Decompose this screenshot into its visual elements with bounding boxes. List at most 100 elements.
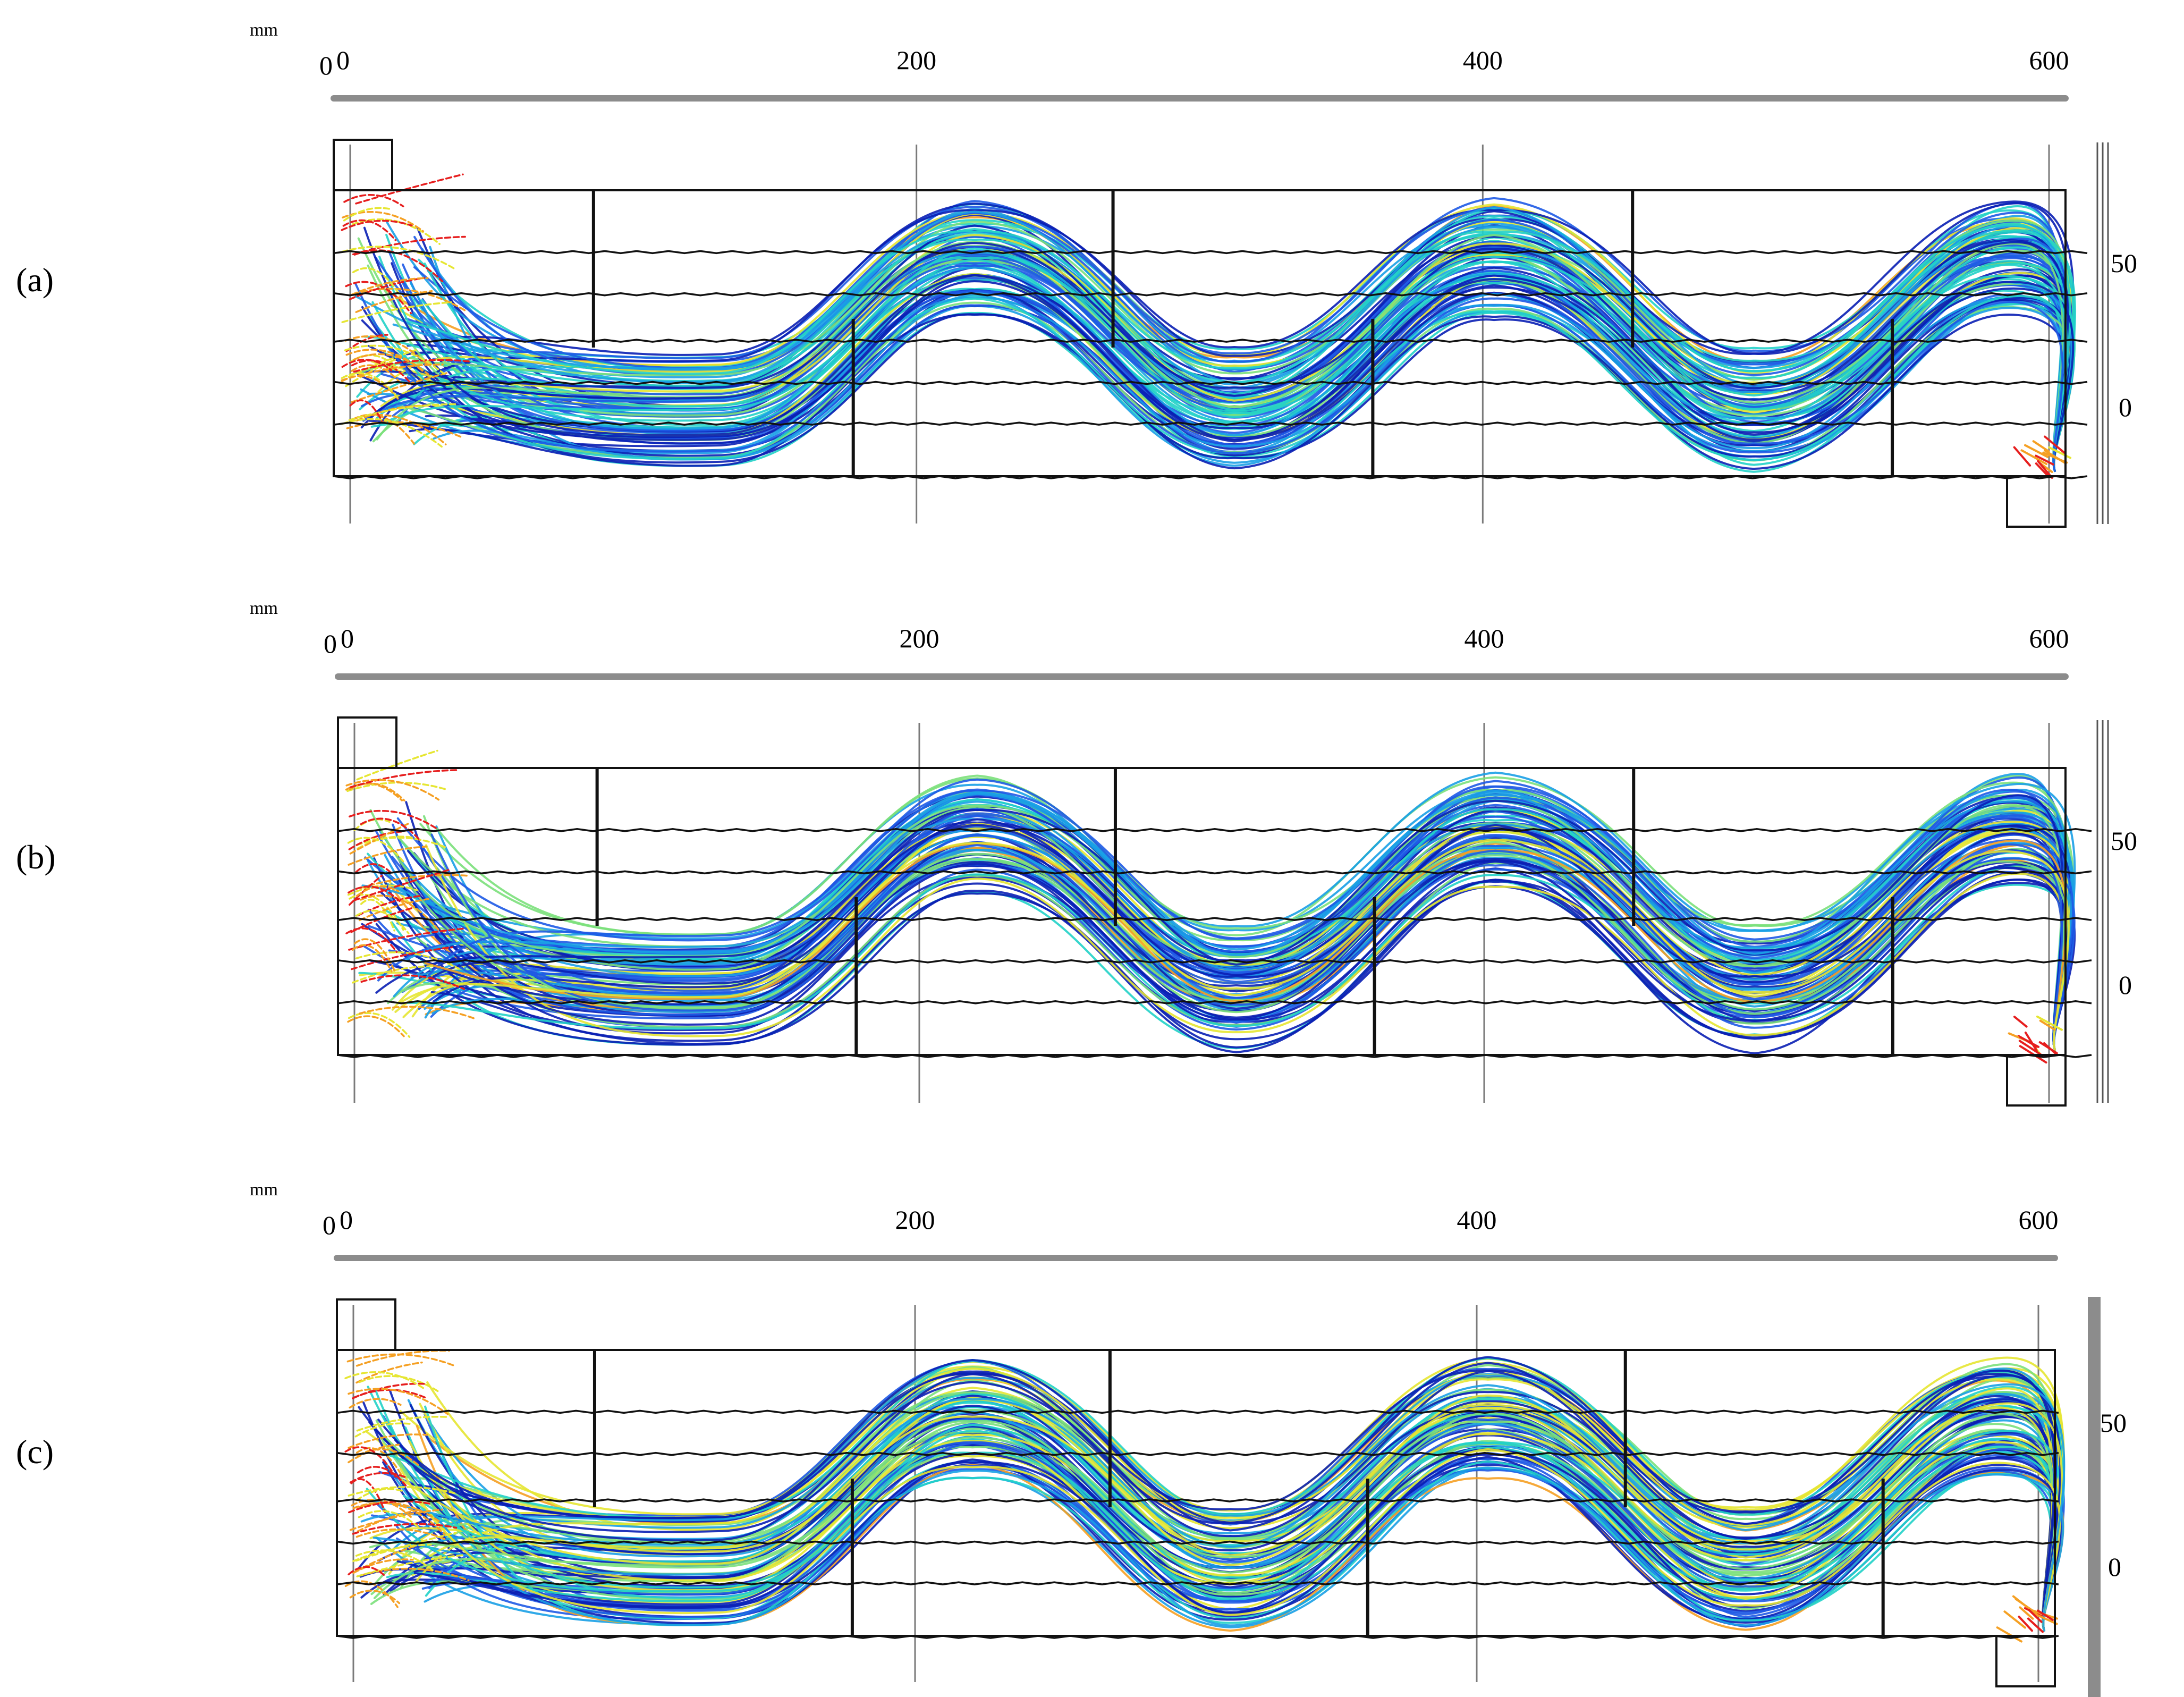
x-tick-label: 200 <box>895 1205 935 1235</box>
outlet-streamline <box>2037 460 2053 479</box>
inlet-streamline <box>341 358 393 372</box>
grid-guide-line <box>336 1540 2059 1545</box>
inlet-streamline <box>355 1349 451 1367</box>
inlet-streamline <box>350 946 453 970</box>
outlet-streamline <box>2028 1609 2043 1623</box>
streamline <box>415 1367 2061 1632</box>
inlet-streamline <box>348 1012 411 1038</box>
outlet-streamline <box>2032 440 2050 453</box>
inlet-streamline <box>342 211 425 232</box>
outlet-streamline <box>2031 1611 2058 1625</box>
inlet-streamline <box>353 938 396 974</box>
streamline <box>433 292 2069 472</box>
streamline <box>377 1356 2062 1632</box>
inlet-streamline <box>341 418 443 448</box>
inlet-streamline <box>354 1422 412 1438</box>
outlet-streamline <box>2024 444 2049 458</box>
outlet-streamline <box>2039 1019 2056 1031</box>
inlet-streamline <box>360 974 465 990</box>
streamline <box>371 295 2070 472</box>
x-tick-label: 0 <box>341 623 354 653</box>
streamlines <box>345 749 2076 1064</box>
inlet-streamline <box>347 837 404 863</box>
inlet-streamline <box>341 219 413 231</box>
inlet-streamline <box>355 1361 423 1384</box>
streamlines <box>341 173 2077 479</box>
grid-guide-line <box>337 917 2092 921</box>
streamline <box>409 224 2071 472</box>
inlet-streamline <box>351 372 448 403</box>
outlet-streamline <box>2036 1015 2063 1031</box>
streamline <box>409 266 2073 472</box>
streamline <box>405 783 2076 1051</box>
x-tick-label: 400 <box>1465 623 1504 653</box>
inlet-streamline <box>345 927 398 953</box>
outlet-port <box>2006 475 2067 528</box>
streamline <box>433 200 2075 472</box>
x-tick-label: 0 <box>336 45 350 75</box>
inlet-streamline <box>348 885 403 904</box>
y-axis-bar <box>2088 1297 2101 1697</box>
streamline <box>369 1412 2055 1632</box>
inlet-streamline <box>351 277 429 296</box>
inlet-streamline <box>357 835 416 850</box>
inlet-streamline <box>356 1554 464 1577</box>
streamline <box>355 230 2067 472</box>
inlet-streamline <box>355 1528 446 1540</box>
outlet-port <box>1995 1635 2056 1687</box>
streamline <box>366 1429 2062 1632</box>
inlet-streamline <box>355 1447 403 1478</box>
outlet-streamline <box>2048 446 2072 459</box>
streamline <box>430 833 2063 1051</box>
outlet-streamline <box>2042 451 2068 464</box>
grid-guide-line <box>336 1581 2059 1585</box>
inlet-streamline <box>343 194 404 208</box>
streamline <box>417 799 2075 1051</box>
inlet-streamline <box>352 965 435 984</box>
y-tick-label: 50 <box>2111 248 2137 278</box>
grid-guide-line <box>333 339 2088 343</box>
inlet-streamline <box>355 863 391 873</box>
inlet-streamline <box>347 1015 405 1037</box>
streamline <box>406 864 2066 1051</box>
inlet-streamline <box>357 1508 421 1533</box>
x-tick-label: 0 <box>340 1205 353 1235</box>
inlet-streamline <box>348 1566 387 1578</box>
x-tick-label: 400 <box>1457 1205 1497 1235</box>
outlet-streamline <box>2018 1040 2044 1057</box>
streamline <box>395 1451 2061 1632</box>
streamline <box>425 844 2067 1051</box>
y-tick-label: 50 <box>2100 1408 2127 1438</box>
inlet-streamline <box>352 288 466 311</box>
outlet-streamline <box>2024 1031 2038 1052</box>
inlet-streamline <box>341 301 453 323</box>
streamline <box>390 203 2075 472</box>
outlet-streamline <box>2035 462 2051 478</box>
outlet-streamline <box>2043 1042 2056 1054</box>
x-tick-label: 600 <box>2029 623 2069 653</box>
outlet-streamline <box>2019 1036 2040 1048</box>
inlet-streamline <box>357 1466 407 1487</box>
inlet-streamline <box>355 837 447 849</box>
grid-guide-line <box>333 250 2088 255</box>
outlet-streamline <box>2018 1615 2033 1632</box>
y-tick-label: 0 <box>2119 970 2132 1000</box>
streamline <box>408 879 2067 1051</box>
grid-guide-line <box>336 1498 2059 1502</box>
streamline <box>361 266 2071 472</box>
grid-guide-line <box>336 1451 2059 1456</box>
grid-guide-line <box>333 475 2088 479</box>
inlet-streamline <box>341 372 400 400</box>
streamline <box>373 1408 2054 1632</box>
grid-guide-line <box>337 959 2092 964</box>
inlet-port <box>337 716 397 769</box>
inlet-streamline <box>349 399 384 424</box>
inlet-streamline <box>355 1549 436 1573</box>
inlet-streamline <box>349 277 425 300</box>
inlet-streamline <box>352 1543 432 1563</box>
inlet-streamline <box>349 782 405 802</box>
streamlines <box>344 1349 2066 1643</box>
